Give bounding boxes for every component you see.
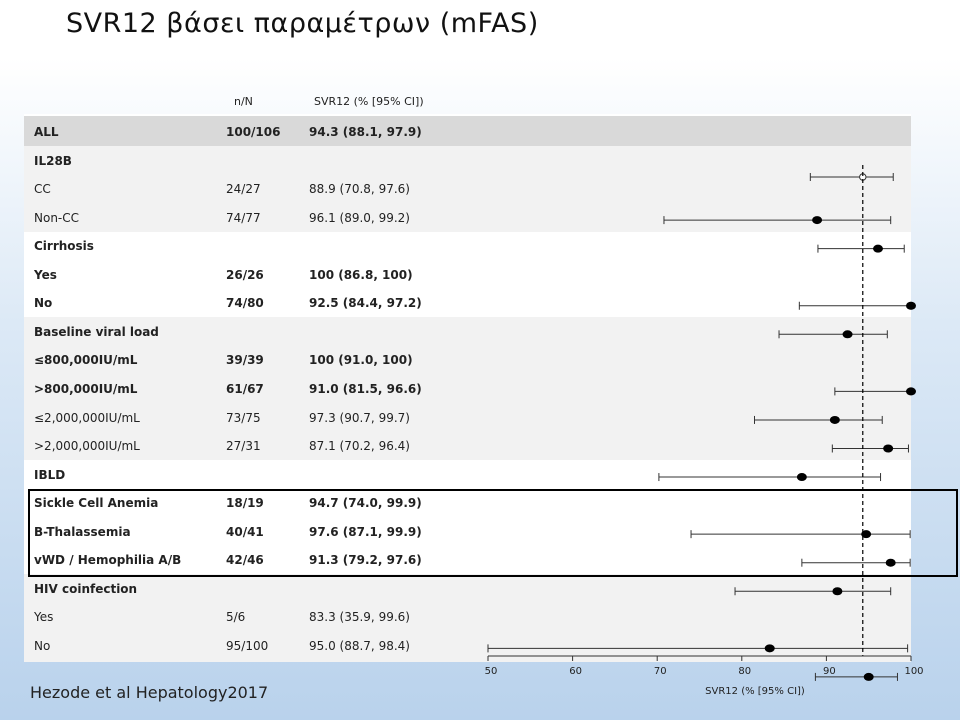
row-n: 61/67 bbox=[226, 381, 264, 396]
row-label: IL28B bbox=[34, 153, 72, 168]
table-row: No 74/80 92.5 (84.4, 97.2) bbox=[0, 289, 480, 317]
x-tick-label: 70 bbox=[654, 666, 667, 677]
table-row: ≤800,000IU/mL 39/39 100 (91.0, 100) bbox=[0, 346, 480, 374]
row-svr: 97.3 (90.7, 99.7) bbox=[309, 410, 410, 425]
row-label: >800,000IU/mL bbox=[34, 381, 138, 396]
row-svr: 92.5 (84.4, 97.2) bbox=[309, 296, 422, 311]
table-row: Sickle Cell Anemia 18/19 94.7 (74.0, 99.9) bbox=[0, 489, 480, 517]
table-section-row: HIV coinfection bbox=[0, 575, 480, 603]
row-n: 95/100 bbox=[226, 638, 269, 653]
row-label: Sickle Cell Anemia bbox=[34, 496, 159, 511]
table-row: vWD / Hemophilia A/B 42/46 91.3 (79.2, 97.… bbox=[0, 546, 480, 574]
row-label: ALL bbox=[34, 125, 59, 139]
column-header-svr: SVR12 (% [95% CI]) bbox=[314, 95, 424, 108]
row-label: >2,000,000IU/mL bbox=[34, 439, 140, 454]
row-n: 26/26 bbox=[226, 267, 264, 282]
row-svr: 94.7 (74.0, 99.9) bbox=[309, 496, 422, 511]
row-svr: 100 (86.8, 100) bbox=[309, 267, 413, 282]
table-row: B-Thalassemia 40/41 97.6 (87.1, 99.9) bbox=[0, 518, 480, 546]
table-row: Non-CC 74/77 96.1 (89.0, 99.2) bbox=[0, 204, 480, 232]
row-label: Non-CC bbox=[34, 210, 80, 225]
row-label: ≤800,000IU/mL bbox=[34, 353, 138, 368]
x-axis-title: SVR12 (% [95% CI]) bbox=[705, 686, 805, 697]
row-n: 74/80 bbox=[226, 296, 264, 311]
point-estimate-marker bbox=[863, 672, 874, 681]
table-row: No 95/100 95.0 (88.7, 98.4) bbox=[0, 632, 480, 660]
row-label: CC bbox=[34, 182, 51, 197]
ibld-highlight-box bbox=[28, 489, 958, 577]
table-row: ALL 100/106 94.3 (88.1, 97.9) bbox=[0, 118, 480, 146]
table-section-row: IL28B bbox=[0, 147, 480, 175]
row-svr: 91.0 (81.5, 96.6) bbox=[309, 381, 422, 396]
slide-title: SVR12 βάσει παραμέτρων (mFAS) bbox=[66, 8, 539, 39]
row-svr: 88.9 (70.8, 97.6) bbox=[309, 182, 410, 197]
point-estimate-marker bbox=[764, 644, 775, 653]
row-svr: 96.1 (89.0, 99.2) bbox=[309, 210, 410, 225]
gray-band-hiv bbox=[24, 574, 911, 662]
x-tick-label: 90 bbox=[823, 666, 836, 677]
row-label: IBLD bbox=[34, 467, 66, 482]
row-n: 18/19 bbox=[226, 496, 264, 511]
row-label: HIV coinfection bbox=[34, 581, 138, 596]
point-estimate-marker bbox=[906, 301, 916, 310]
point-estimate-marker bbox=[812, 216, 823, 225]
point-estimate-marker bbox=[885, 558, 896, 567]
point-estimate-marker bbox=[796, 473, 807, 482]
row-label: No bbox=[34, 296, 53, 311]
row-label: Yes bbox=[34, 267, 57, 282]
row-n: 39/39 bbox=[226, 353, 264, 368]
row-n: 27/31 bbox=[226, 439, 261, 454]
row-svr: 94.3 (88.1, 97.9) bbox=[309, 125, 422, 139]
point-estimate-marker bbox=[832, 587, 843, 596]
point-estimate-marker bbox=[861, 530, 872, 539]
table-row: Yes 5/6 83.3 (35.9, 99.6) bbox=[0, 603, 480, 631]
table-section-row: Cirrhosis bbox=[0, 232, 480, 260]
row-svr: 100 (91.0, 100) bbox=[309, 353, 413, 368]
row-label: vWD / Hemophilia A/B bbox=[34, 553, 182, 568]
row-svr: 95.0 (88.7, 98.4) bbox=[309, 638, 410, 653]
table-row: >800,000IU/mL 61/67 91.0 (81.5, 96.6) bbox=[0, 375, 480, 403]
x-tick-label: 60 bbox=[569, 666, 582, 677]
row-label: Cirrhosis bbox=[34, 239, 94, 254]
row-label: Baseline viral load bbox=[34, 324, 159, 339]
row-label: Yes bbox=[34, 610, 54, 625]
point-estimate-marker bbox=[842, 330, 853, 339]
column-header-n: n/N bbox=[234, 95, 253, 108]
row-svr: 97.6 (87.1, 99.9) bbox=[309, 524, 422, 539]
row-svr: 87.1 (70.2, 96.4) bbox=[309, 439, 410, 454]
all-row-band bbox=[24, 116, 911, 146]
row-label: No bbox=[34, 638, 51, 653]
row-n: 100/106 bbox=[226, 125, 281, 139]
row-n: 74/77 bbox=[226, 210, 261, 225]
row-n: 5/6 bbox=[226, 610, 246, 625]
row-label: B-Thalassemia bbox=[34, 524, 131, 539]
row-label: ≤2,000,000IU/mL bbox=[34, 410, 140, 425]
table-section-row: Baseline viral load bbox=[0, 318, 480, 346]
row-n: 40/41 bbox=[226, 524, 264, 539]
x-tick-label: 100 bbox=[904, 666, 923, 677]
gray-band-il28b bbox=[24, 146, 911, 232]
table-row: ≤2,000,000IU/mL 73/75 97.3 (90.7, 99.7) bbox=[0, 404, 480, 432]
row-svr: 91.3 (79.2, 97.6) bbox=[309, 553, 422, 568]
point-estimate-marker bbox=[883, 444, 894, 453]
x-tick-label: 50 bbox=[485, 666, 498, 677]
x-tick-label: 80 bbox=[738, 666, 751, 677]
table-section-row: IBLD bbox=[0, 461, 480, 489]
table-row: Yes 26/26 100 (86.8, 100) bbox=[0, 261, 480, 289]
point-estimate-marker bbox=[873, 244, 884, 253]
row-n: 42/46 bbox=[226, 553, 264, 568]
table-row: CC 24/27 88.9 (70.8, 97.6) bbox=[0, 175, 480, 203]
point-estimate-marker bbox=[829, 415, 840, 424]
row-svr: 83.3 (35.9, 99.6) bbox=[309, 610, 410, 625]
row-n: 73/75 bbox=[226, 410, 261, 425]
point-estimate-marker bbox=[906, 387, 916, 396]
table-row: >2,000,000IU/mL 27/31 87.1 (70.2, 96.4) bbox=[0, 432, 480, 460]
gray-band-viral-load bbox=[24, 317, 911, 460]
reference-citation: Hezode et al Hepatology2017 bbox=[30, 683, 269, 702]
row-n: 24/27 bbox=[226, 182, 261, 197]
